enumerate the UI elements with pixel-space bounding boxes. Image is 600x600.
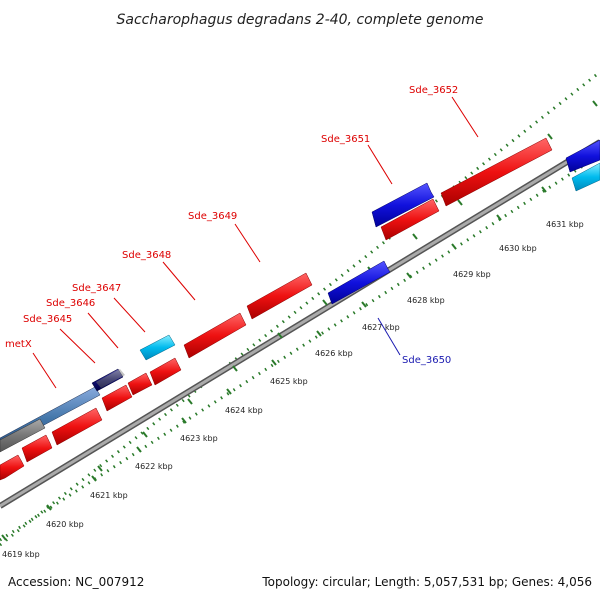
tick-label: 4623 kbp <box>180 434 218 443</box>
gene-cyan-edge[interactable] <box>571 162 600 192</box>
tick-label: 4631 kbp <box>546 220 584 229</box>
tick-label: 4627 kbp <box>362 323 400 332</box>
gene-gray-segment[interactable] <box>0 418 46 453</box>
gene-red-mini[interactable] <box>127 372 153 396</box>
gene-label-metX[interactable]: metX <box>5 339 32 350</box>
gene-label-sde3649[interactable]: Sde_3649 <box>188 211 237 222</box>
gene-label-sde3646[interactable]: Sde_3646 <box>46 298 95 309</box>
tick-label: 4619 kbp <box>2 550 40 559</box>
inner-tick-track <box>0 153 600 542</box>
gene-label-sde3647[interactable]: Sde_3647 <box>72 283 121 294</box>
major-ticks <box>1 100 598 541</box>
map-title: Saccharophagus degradans 2-40, complete … <box>117 12 484 28</box>
gene-sde3648[interactable] <box>183 312 247 359</box>
tick-label: 4629 kbp <box>453 270 491 279</box>
gene-sde3647[interactable] <box>139 334 176 361</box>
gene-sde3645[interactable] <box>51 407 103 446</box>
tick-label: 4622 kbp <box>135 462 173 471</box>
gene-label-sde3648[interactable]: Sde_3648 <box>122 250 171 261</box>
tick-label: 4625 kbp <box>270 377 308 386</box>
tick-label: 4620 kbp <box>46 520 84 529</box>
genome-backbone <box>0 139 600 509</box>
gene-label-sde3645[interactable]: Sde_3645 <box>23 314 72 325</box>
tick-label: 4624 kbp <box>225 406 263 415</box>
tick-label: 4626 kbp <box>315 349 353 358</box>
gene-sde3651[interactable] <box>371 182 435 228</box>
gene-label-sde3651[interactable]: Sde_3651 <box>321 134 370 145</box>
accession-text: Accession: NC_007912 <box>8 575 144 589</box>
gene-red-small[interactable] <box>21 434 53 463</box>
gene-sde3646[interactable] <box>101 384 133 412</box>
gene-blue-edge[interactable] <box>565 139 600 173</box>
tick-label: 4621 kbp <box>90 491 128 500</box>
gene-red-after-cyan[interactable] <box>149 357 182 386</box>
gene-sde3651-forward[interactable] <box>380 198 440 241</box>
gene-label-sde3650[interactable]: Sde_3650 <box>402 355 451 366</box>
reverse-strand-genes <box>327 139 600 305</box>
topology-summary-text: Topology: circular; Length: 5,057,531 bp… <box>261 575 592 589</box>
gene-label-sde3652[interactable]: Sde_3652 <box>409 85 458 96</box>
forward-strand-genes <box>0 137 553 481</box>
tick-label: 4630 kbp <box>499 244 537 253</box>
gene-red-edge[interactable] <box>0 454 25 481</box>
tick-label: 4628 kbp <box>407 296 445 305</box>
gene-gray-small <box>96 369 125 388</box>
label-leaders <box>32 96 479 389</box>
gene-sde3649[interactable] <box>246 272 313 320</box>
tick-labels: 4619 kbp 4620 kbp 4621 kbp 4622 kbp 4623… <box>2 220 584 559</box>
gene-labels: metX Sde_3645 Sde_3646 Sde_3647 Sde_3648… <box>5 85 458 366</box>
gene-sde3652[interactable] <box>440 137 553 207</box>
gene-sde3650[interactable] <box>327 260 391 305</box>
